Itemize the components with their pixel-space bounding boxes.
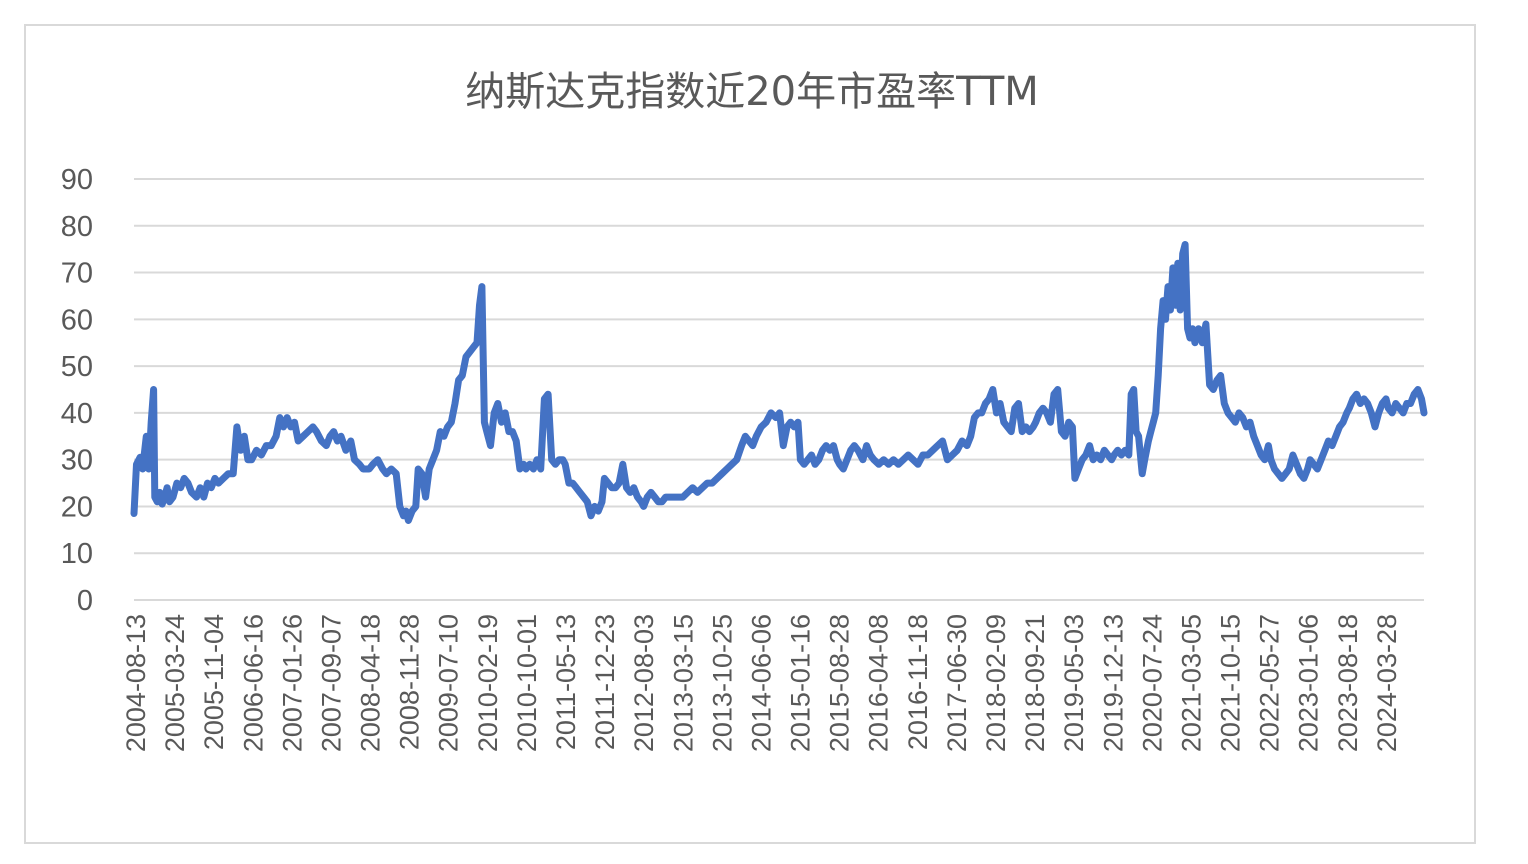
- x-tick-label: 2006-06-16: [238, 614, 268, 752]
- x-tick-label: 2004-08-13: [121, 614, 151, 752]
- y-tick-label: 70: [61, 258, 93, 290]
- x-tick-label: 2024-03-28: [1372, 614, 1402, 752]
- x-tick-label: 2022-05-27: [1255, 614, 1285, 752]
- x-tick-label: 2023-01-06: [1294, 614, 1324, 752]
- chart-title: 纳斯达克指数近20年市盈率TTM: [465, 69, 1039, 115]
- x-tick-label: 2008-04-18: [356, 614, 386, 752]
- x-tick-label: 2020-07-24: [1137, 614, 1167, 752]
- x-tick-label: 2015-01-16: [786, 614, 816, 752]
- x-tick-label: 2018-09-21: [1020, 614, 1050, 752]
- x-tick-label: 2021-10-15: [1216, 614, 1246, 752]
- x-tick-label: 2010-10-01: [512, 614, 542, 752]
- x-tick-label: 2008-11-28: [395, 614, 425, 750]
- x-tick-label: 2005-03-24: [160, 614, 190, 752]
- x-tick-label: 2016-11-18: [903, 614, 933, 750]
- x-tick-label: 2019-05-03: [1059, 614, 1089, 752]
- y-tick-label: 60: [61, 304, 93, 336]
- y-tick-label: 20: [61, 491, 93, 523]
- series-line: [130, 241, 1428, 524]
- y-tick-label: 40: [61, 398, 93, 430]
- x-tick-label: 2011-12-23: [590, 614, 620, 750]
- y-tick-label: 80: [61, 211, 93, 243]
- y-tick-label: 50: [61, 351, 93, 383]
- x-tick-label: 2005-11-04: [199, 614, 229, 750]
- x-tick-label: 2013-03-15: [668, 614, 698, 752]
- x-tick-label: 2019-12-13: [1098, 614, 1128, 752]
- x-tick-label: 2021-03-05: [1176, 614, 1206, 752]
- chart-frame: [24, 24, 1476, 844]
- y-tick-label: 10: [61, 538, 93, 570]
- x-tick-label: 2015-08-28: [825, 614, 855, 752]
- x-tick-label: 2007-09-07: [316, 614, 346, 752]
- x-tick-label: 2016-04-08: [864, 614, 894, 752]
- y-tick-label: 90: [61, 164, 93, 196]
- x-tick-label: 2013-10-25: [707, 614, 737, 752]
- x-tick-label: 2007-01-26: [277, 614, 307, 752]
- x-tick-label: 2018-02-09: [981, 614, 1011, 752]
- x-tick-label: 2010-02-19: [473, 614, 503, 752]
- x-tick-label: 2014-06-06: [746, 614, 776, 752]
- x-tick-label: 2009-07-10: [434, 614, 464, 752]
- y-tick-label: 30: [61, 445, 93, 477]
- x-tick-label: 2012-08-03: [629, 614, 659, 752]
- x-tick-label: 2017-06-30: [942, 614, 972, 752]
- y-tick-label: 0: [77, 585, 93, 617]
- x-tick-label: 2011-05-13: [551, 614, 581, 750]
- x-tick-label: 2023-08-18: [1333, 614, 1363, 752]
